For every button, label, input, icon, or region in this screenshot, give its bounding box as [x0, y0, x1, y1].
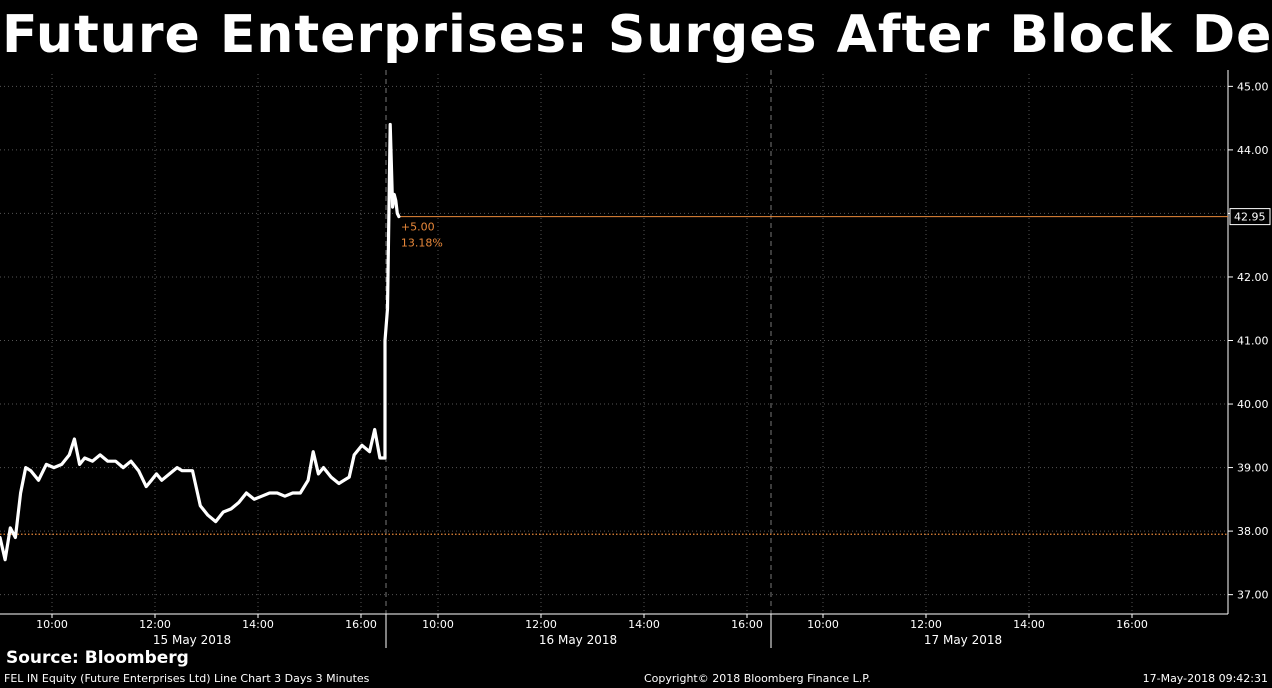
x-tick-label: 14:00 — [242, 618, 274, 631]
series-line — [0, 122, 401, 562]
footer-copyright: Copyright© 2018 Bloomberg Finance L.P. — [644, 672, 871, 685]
y-tick-label: 45.00 — [1237, 80, 1269, 93]
x-tick-label: 10:00 — [807, 618, 839, 631]
y-tick-label: 39.00 — [1237, 462, 1269, 475]
y-tick-label: 42.00 — [1237, 271, 1269, 284]
day-separators — [385, 70, 772, 614]
x-tick-label: 16:00 — [731, 618, 763, 631]
x-axis: 10:00 12:00 14:00 16:00 15 May 2018 10:00 12:0… — [0, 613, 1228, 648]
y-tick-label: 37.00 — [1237, 589, 1269, 602]
y-tick-label: 44.00 — [1237, 144, 1269, 157]
y-tick-label: 41.00 — [1237, 335, 1269, 348]
x-tick-label: 16:00 — [1116, 618, 1148, 631]
change-abs-label: +5.00 — [401, 221, 435, 234]
series-group — [0, 122, 401, 562]
x-tick-label: 12:00 — [525, 618, 557, 631]
x-tick-label: 14:00 — [1013, 618, 1045, 631]
reference-line-group: 42.95 — [0, 208, 1271, 535]
source-label: Source: Bloomberg — [6, 648, 189, 668]
x-tick-label: 12:00 — [139, 618, 171, 631]
x-tick-label: 12:00 — [910, 618, 942, 631]
chart-title: Future Enterprises: Surges After Block D… — [2, 5, 1272, 65]
x-tick-label: 16:00 — [345, 618, 377, 631]
y-tick-label: 38.00 — [1237, 525, 1269, 538]
grid-lines — [0, 74, 1228, 614]
x-tick-label: 10:00 — [36, 618, 68, 631]
y-axis: 37.0038.0039.0040.0041.0042.0043.0044.00… — [1227, 70, 1269, 614]
day-label: 17 May 2018 — [924, 633, 1002, 647]
x-tick-label: 10:00 — [422, 618, 454, 631]
last-price-box — [1229, 208, 1271, 226]
y-tick-label: 40.00 — [1237, 398, 1269, 411]
footer-timestamp: 17-May-2018 09:42:31 — [1142, 672, 1268, 685]
day-label: 16 May 2018 — [539, 633, 617, 647]
annotation-group: +5.00 13.18% — [401, 221, 443, 250]
footer-ticker: FEL IN Equity (Future Enterprises Ltd) L… — [4, 672, 370, 685]
price-chart: 37.0038.0039.0040.0041.0042.0043.0044.00… — [0, 70, 1271, 648]
day-label: 15 May 2018 — [153, 633, 231, 647]
x-tick-label: 14:00 — [628, 618, 660, 631]
change-pct-label: 13.18% — [401, 237, 443, 250]
last-price-label: 42.95 — [1234, 211, 1266, 224]
